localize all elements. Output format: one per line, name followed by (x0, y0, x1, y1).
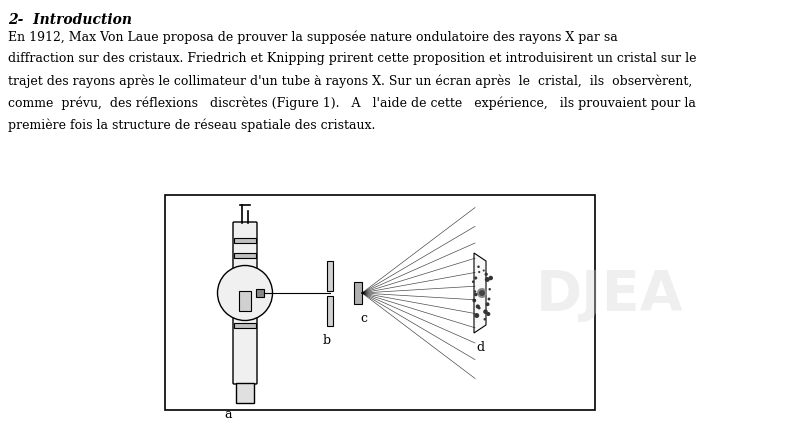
Bar (327, 295, 333, 325)
Text: En 1912, Max Von Laue proposa de prouver la supposée nature ondulatoire des rayo: En 1912, Max Von Laue proposa de prouver… (8, 30, 618, 44)
Bar (234, 323, 256, 328)
FancyBboxPatch shape (233, 222, 257, 384)
Bar (234, 238, 256, 243)
Ellipse shape (477, 288, 487, 298)
Ellipse shape (488, 288, 491, 291)
Ellipse shape (483, 309, 487, 314)
Ellipse shape (474, 290, 476, 293)
Ellipse shape (486, 312, 491, 316)
Ellipse shape (483, 270, 485, 271)
Text: 2-  Introduction: 2- Introduction (8, 13, 132, 27)
Ellipse shape (488, 276, 493, 280)
Ellipse shape (478, 271, 480, 273)
Polygon shape (474, 253, 486, 333)
Ellipse shape (474, 293, 477, 296)
Text: diffraction sur des cristaux. Friedrich et Knipping prirent cette proposition et: diffraction sur des cristaux. Friedrich … (8, 52, 697, 65)
Bar (256, 289, 264, 297)
Bar (234, 253, 256, 258)
Ellipse shape (217, 266, 273, 320)
Ellipse shape (483, 318, 486, 320)
Ellipse shape (487, 298, 491, 300)
Ellipse shape (476, 304, 480, 308)
Bar (236, 383, 254, 403)
Text: première fois la structure de réseau spatiale des cristaux.: première fois la structure de réseau spa… (8, 118, 375, 132)
Bar (165, 195, 595, 410)
Bar (327, 260, 333, 291)
Text: d: d (476, 341, 484, 354)
Ellipse shape (478, 307, 480, 309)
Ellipse shape (486, 302, 490, 306)
Text: DJEA: DJEA (536, 268, 684, 322)
Ellipse shape (485, 277, 490, 282)
Ellipse shape (484, 273, 488, 276)
Bar (239, 291, 251, 311)
Text: a: a (224, 408, 232, 421)
Ellipse shape (474, 313, 480, 318)
Ellipse shape (472, 299, 476, 303)
Ellipse shape (477, 266, 480, 268)
Ellipse shape (479, 290, 485, 296)
Text: b: b (323, 333, 331, 347)
Ellipse shape (474, 276, 477, 279)
Text: trajet des rayons après le collimateur d'un tube à rayons X. Sur un écran après : trajet des rayons après le collimateur d… (8, 74, 692, 88)
Bar (354, 282, 362, 304)
Ellipse shape (472, 280, 475, 283)
Text: comme  prévu,  des réflexions   discrètes (Figure 1).   A   l'aide de cette   ex: comme prévu, des réflexions discrètes (F… (8, 96, 696, 109)
Text: c: c (360, 312, 367, 325)
